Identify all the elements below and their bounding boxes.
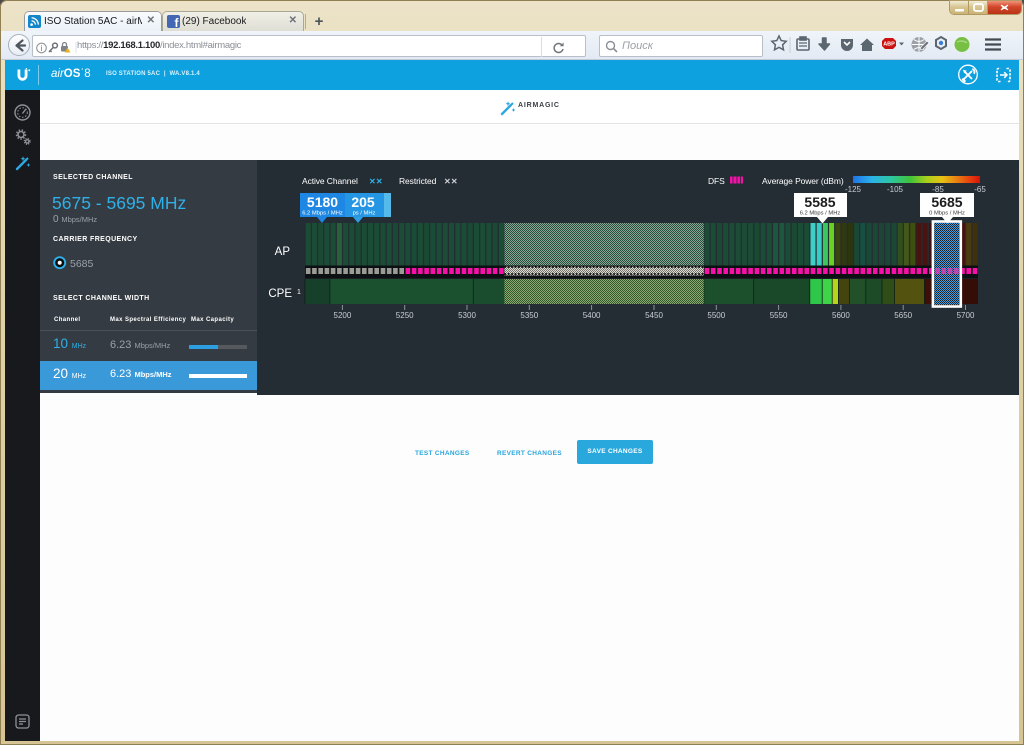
svg-text:5700: 5700 — [957, 311, 975, 320]
svg-text:CPE: CPE — [268, 288, 292, 300]
svg-text:i: i — [41, 44, 43, 53]
svg-text:5585: 5585 — [804, 194, 835, 210]
svg-text:5250: 5250 — [396, 311, 414, 320]
svg-text:-85: -85 — [932, 185, 944, 194]
svg-text:Restricted: Restricted — [399, 176, 437, 186]
svg-text:✕✕: ✕✕ — [369, 177, 383, 186]
svg-text:6.2 Mbps / MHz: 6.2 Mbps / MHz — [800, 211, 841, 217]
svg-text:6.2 Mbps / MHz: 6.2 Mbps / MHz — [302, 211, 343, 217]
svg-text:-125: -125 — [845, 185, 862, 194]
svg-text:5350: 5350 — [520, 311, 538, 320]
svg-text:AP: AP — [275, 246, 291, 258]
svg-text:ABP: ABP — [883, 42, 895, 48]
svg-text:5180: 5180 — [307, 194, 338, 210]
svg-text:✕✕: ✕✕ — [444, 177, 458, 186]
svg-text:5685: 5685 — [931, 194, 962, 210]
svg-text:205: 205 — [351, 194, 375, 210]
svg-text:Active Channel: Active Channel — [302, 176, 358, 186]
svg-text:5450: 5450 — [645, 311, 663, 320]
svg-text:f: f — [175, 16, 180, 28]
svg-text:5400: 5400 — [583, 311, 601, 320]
svg-text:5650: 5650 — [894, 311, 912, 320]
svg-text:-105: -105 — [887, 185, 904, 194]
svg-text:DFS: DFS — [708, 176, 725, 186]
svg-text:0 Mbps / MHz: 0 Mbps / MHz — [929, 211, 965, 217]
svg-text:-65: -65 — [974, 185, 986, 194]
svg-text:ps / MHz: ps / MHz — [353, 211, 376, 217]
svg-text:Average Power (dBm): Average Power (dBm) — [762, 176, 844, 186]
svg-text:5500: 5500 — [707, 311, 725, 320]
svg-text:5550: 5550 — [770, 311, 788, 320]
svg-text:1: 1 — [297, 289, 301, 296]
svg-text:5300: 5300 — [458, 311, 476, 320]
svg-text:5200: 5200 — [334, 311, 352, 320]
svg-text:5600: 5600 — [832, 311, 850, 320]
